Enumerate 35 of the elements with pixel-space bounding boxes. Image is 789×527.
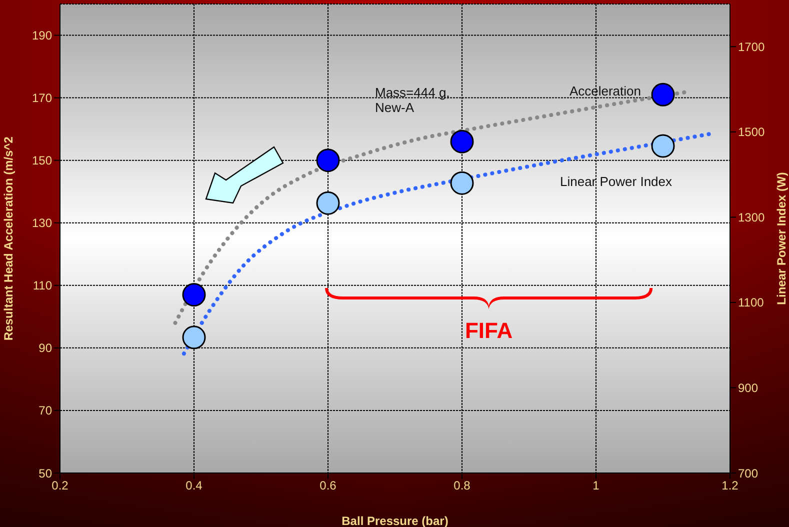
point (182, 326, 206, 350)
point (316, 148, 340, 172)
y-tick-label: 130 (32, 216, 52, 230)
y2-axis-title: Linear Power Index (W) (774, 172, 788, 305)
x-tick-label: 0.4 (186, 478, 203, 493)
annotation: Mass=444 g, New-A (375, 85, 450, 115)
y2-tick-label: 1300 (738, 210, 766, 224)
y2-tick-label: 1500 (738, 125, 766, 140)
x-tick-label: 0.2 (52, 478, 69, 493)
y2-tick-label: 700 (738, 466, 758, 480)
point (450, 171, 474, 195)
x-tick-label: 1.2 (722, 478, 739, 493)
y-tick-label: 70 (38, 404, 52, 418)
series-label: Acceleration (569, 84, 641, 99)
annotation: FIFA (464, 318, 513, 343)
y-tick-label: 50 (38, 466, 52, 480)
x-tick-label: 0.6 (320, 478, 337, 493)
series-label: Linear Power Index (560, 174, 673, 189)
x-tick-label: 0.8 (454, 478, 471, 493)
y-tick-label: 90 (38, 341, 52, 356)
line-series (182, 132, 712, 356)
point (450, 130, 474, 154)
y2-tick-label: 900 (738, 380, 758, 395)
point (651, 134, 675, 158)
x-tick-label: 1 (592, 478, 600, 493)
y-axis-title: Resultant Head Acceleration (m/s^2 (1, 136, 16, 340)
y2-tick-label: 1100 (738, 296, 764, 310)
point (182, 283, 206, 307)
point (316, 191, 340, 215)
y-tick-label: 170 (32, 91, 52, 106)
y2-tick-label: 1700 (738, 40, 766, 54)
y-tick-label: 190 (32, 28, 52, 43)
y-tick-label: 110 (32, 278, 52, 293)
y-tick-label: 150 (32, 154, 52, 168)
point (651, 82, 675, 106)
